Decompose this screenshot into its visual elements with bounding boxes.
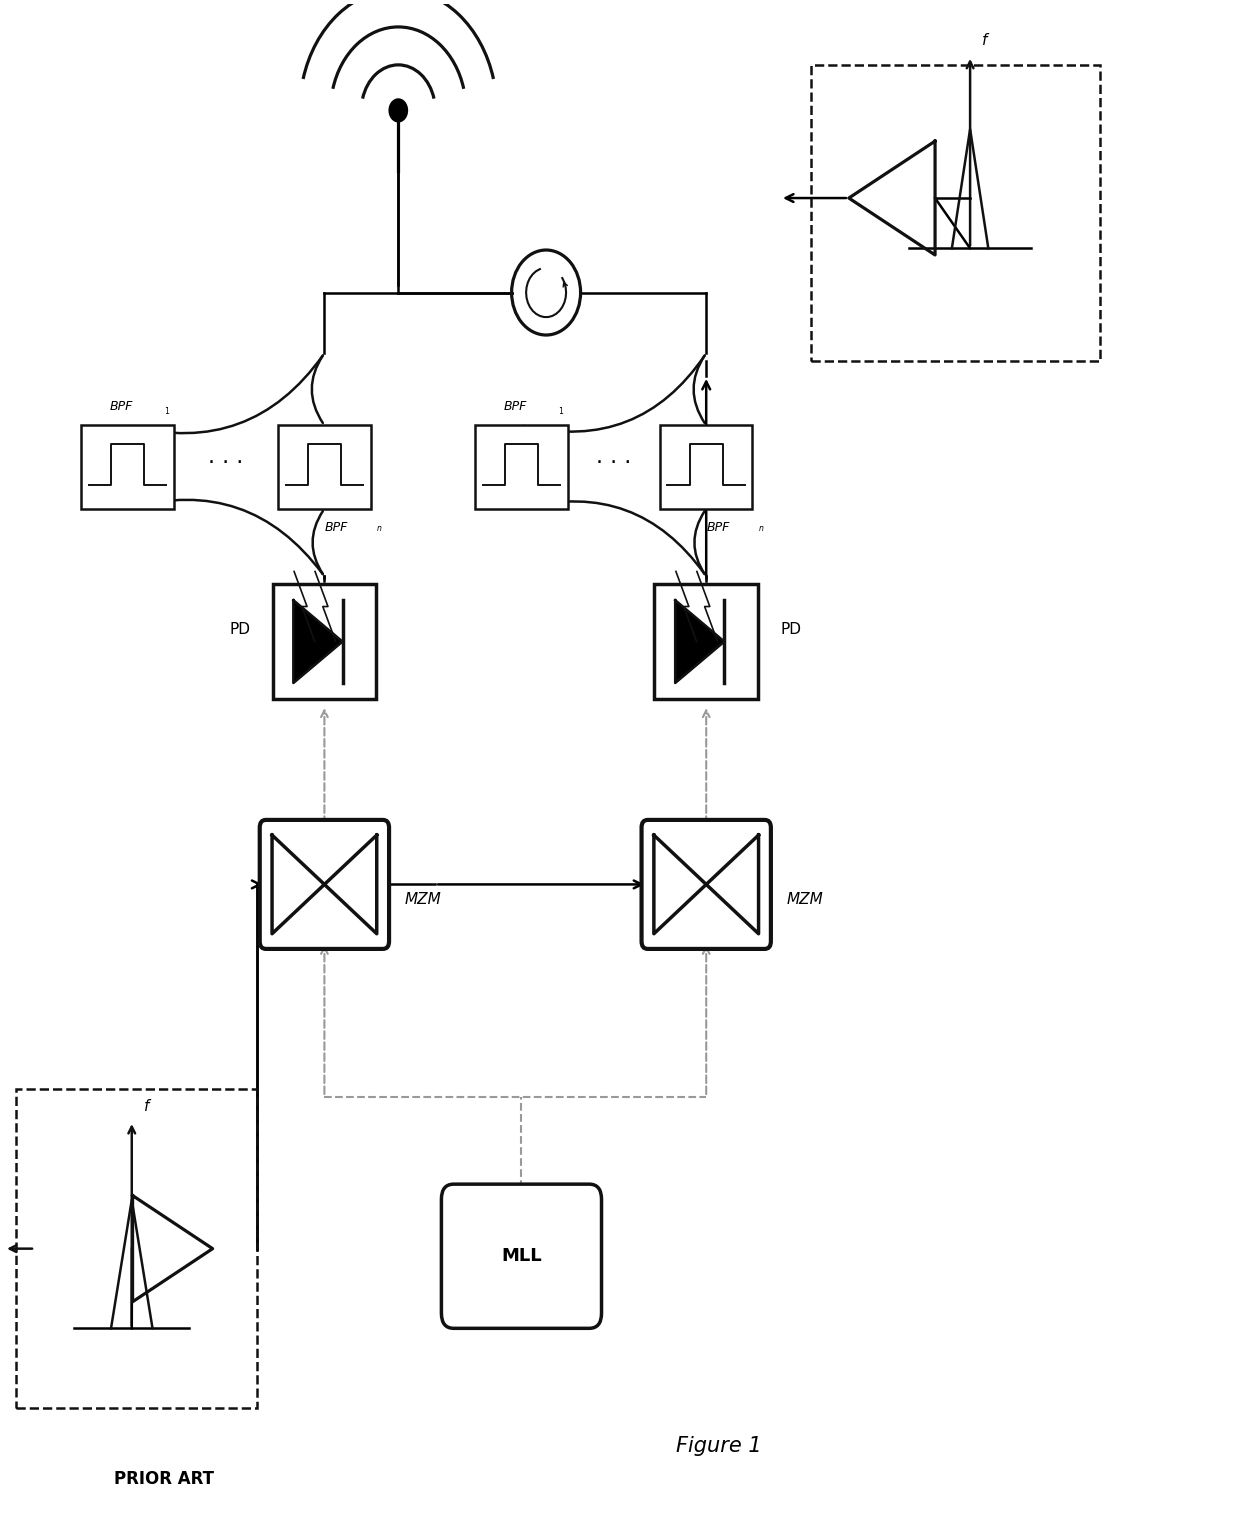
Text: $_n$: $_n$ <box>376 523 383 534</box>
Bar <box>660 426 753 508</box>
Bar <box>475 426 568 508</box>
Bar <box>655 584 758 699</box>
Text: f: f <box>144 1099 150 1114</box>
Bar <box>16 1090 257 1408</box>
Text: MZM: MZM <box>786 893 823 906</box>
Text: f: f <box>982 34 988 49</box>
Text: · · ·: · · · <box>596 453 631 473</box>
Bar <box>278 426 371 508</box>
Bar <box>811 66 1100 360</box>
Text: $_n$: $_n$ <box>758 523 764 534</box>
Text: PD: PD <box>229 623 250 636</box>
Text: BPF: BPF <box>325 520 348 534</box>
Circle shape <box>388 98 408 122</box>
Text: MLL: MLL <box>501 1247 542 1265</box>
FancyBboxPatch shape <box>441 1184 601 1328</box>
Text: $_1$: $_1$ <box>164 406 171 418</box>
Polygon shape <box>675 600 724 684</box>
Bar <box>81 426 174 508</box>
Text: MZM: MZM <box>404 893 441 906</box>
Text: $_1$: $_1$ <box>558 406 564 418</box>
Text: BPF: BPF <box>707 520 730 534</box>
Text: PD: PD <box>780 623 801 636</box>
Polygon shape <box>294 600 342 684</box>
FancyBboxPatch shape <box>259 819 389 949</box>
Text: BPF: BPF <box>503 400 527 414</box>
Text: PRIOR ART: PRIOR ART <box>114 1471 215 1488</box>
FancyBboxPatch shape <box>641 819 771 949</box>
Bar <box>273 584 376 699</box>
Text: BPF: BPF <box>109 400 133 414</box>
Text: · · ·: · · · <box>208 453 243 473</box>
Text: Figure 1: Figure 1 <box>676 1436 761 1456</box>
